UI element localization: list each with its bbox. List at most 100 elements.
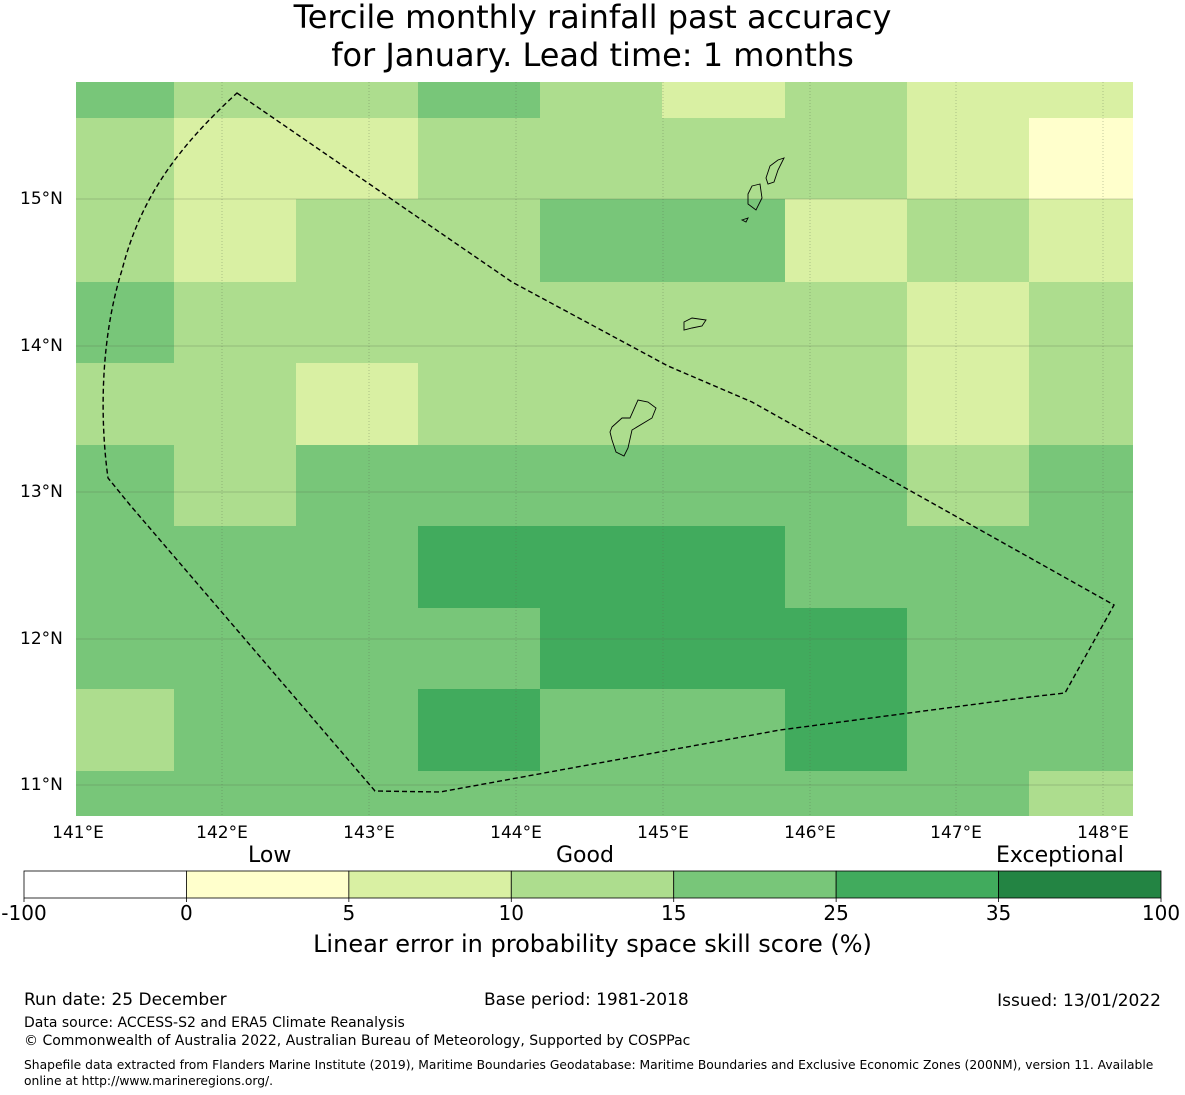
colorbar (23, 870, 1162, 902)
grid-cell (785, 445, 907, 526)
grid-cell (418, 363, 540, 445)
skill-grid-cells (76, 82, 1133, 816)
grid-cell (1029, 526, 1133, 608)
grid-cell (174, 608, 296, 689)
grid-cell (174, 771, 296, 816)
colorbar-tick-label: 10 (498, 901, 525, 925)
grid-cell (540, 608, 662, 689)
lon-label: 145°E (637, 823, 689, 843)
grid-cell (1029, 689, 1133, 771)
lat-label: 15°N (20, 189, 63, 209)
grid-cell (418, 445, 540, 526)
colorbar-title: Linear error in probability space skill … (313, 930, 872, 958)
data-source: Data source: ACCESS-S2 and ERA5 Climate … (24, 1015, 405, 1031)
grid-cell (785, 363, 907, 445)
map-gridlines (76, 82, 1133, 816)
lon-label: 141°E (52, 823, 104, 843)
grid-cell (1029, 608, 1133, 689)
grid-cell (418, 689, 540, 771)
grid-cell (296, 771, 418, 816)
grid-cell (296, 445, 418, 526)
grid-cell (76, 282, 174, 363)
grid-cell (662, 608, 785, 689)
grid-cell (662, 526, 785, 608)
grid-cell (785, 689, 907, 771)
run-date: Run date: 25 December (24, 990, 227, 1010)
grid-cell (785, 199, 907, 282)
grid-cell (662, 689, 785, 771)
grid-cell (296, 282, 418, 363)
grid-cell (540, 118, 662, 199)
grid-cell (662, 363, 785, 445)
grid-cell (785, 118, 907, 199)
grid-cell (418, 771, 540, 816)
grid-cell (540, 282, 662, 363)
colorbar-segment (23, 870, 187, 899)
grid-cell (174, 526, 296, 608)
grid-cell (76, 82, 174, 118)
grid-cell (540, 526, 662, 608)
grid-cell (174, 689, 296, 771)
colorbar-tick-label: -100 (1, 901, 47, 925)
grid-cell (174, 82, 296, 118)
grid-cell (296, 363, 418, 445)
grid-cell (1029, 363, 1133, 445)
grid-cell (907, 363, 1029, 445)
grid-cell (540, 199, 662, 282)
grid-cell (785, 608, 907, 689)
grid-cell (174, 118, 296, 199)
lat-label: 14°N (20, 336, 63, 356)
grid-cell (296, 689, 418, 771)
grid-cell (76, 689, 174, 771)
grid-cell (540, 445, 662, 526)
grid-cell (785, 282, 907, 363)
colorbar-segment (348, 870, 512, 899)
map-title-line-1: Tercile monthly rainfall past accuracy (293, 0, 892, 36)
colorbar-tick-label: 15 (660, 901, 687, 925)
island-rota (683, 317, 707, 331)
island-aguijan (740, 217, 749, 223)
category-exceptional: Exceptional (996, 843, 1124, 868)
grid-cell (418, 82, 540, 118)
colorbar-segment (998, 870, 1162, 899)
grid-cell (662, 445, 785, 526)
grid-cell (907, 199, 1029, 282)
grid-cell (662, 118, 785, 199)
rainfall-skill-map (76, 82, 1133, 816)
lat-label: 12°N (20, 629, 63, 649)
grid-cell (785, 526, 907, 608)
lon-label: 146°E (784, 823, 836, 843)
grid-cell (296, 608, 418, 689)
grid-cell (76, 608, 174, 689)
shapefile-credit: Shapefile data extracted from Flanders M… (24, 1058, 1154, 1088)
grid-cell (540, 363, 662, 445)
colorbar-tick-label: 0 (180, 901, 193, 925)
copyright: © Commonwealth of Australia 2022, Austra… (24, 1033, 691, 1049)
grid-cell (662, 282, 785, 363)
grid-cell (907, 282, 1029, 363)
grid-cell (418, 608, 540, 689)
base-period: Base period: 1981-2018 (484, 990, 689, 1010)
grid-cell (1029, 771, 1133, 816)
grid-cell (907, 689, 1029, 771)
grid-cell (418, 526, 540, 608)
grid-cell (662, 82, 785, 118)
grid-cell (174, 363, 296, 445)
grid-cell (76, 363, 174, 445)
grid-cell (76, 199, 174, 282)
grid-cell (296, 118, 418, 199)
colorbar-tick-label: 100 (1141, 901, 1181, 925)
colorbar-segment (673, 870, 837, 899)
colorbar-tick-label: 5 (342, 901, 356, 925)
lat-label: 13°N (20, 482, 63, 502)
grid-cell (1029, 282, 1133, 363)
grid-cell (785, 771, 907, 816)
colorbar-tick-label: 25 (823, 901, 849, 925)
islands (609, 157, 785, 457)
lon-label: 148°E (1077, 823, 1129, 843)
grid-cell (907, 118, 1029, 199)
grid-cell (907, 608, 1029, 689)
grid-cell (1029, 118, 1133, 199)
grid-cell (174, 445, 296, 526)
grid-cell (76, 445, 174, 526)
